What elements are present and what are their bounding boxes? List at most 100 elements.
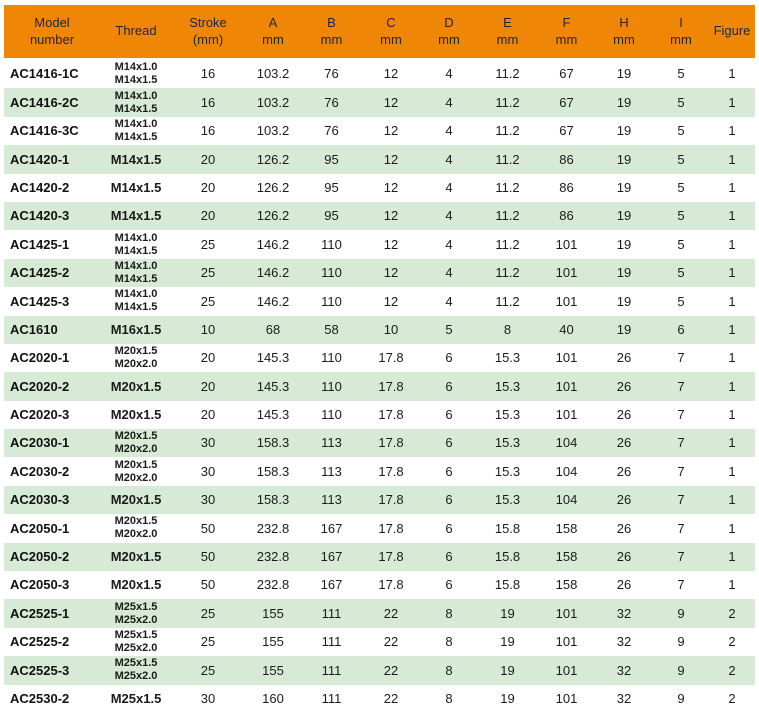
cell-d: 6 <box>421 542 477 572</box>
cell-e: 19 <box>477 627 538 657</box>
cell-b: 110 <box>302 372 361 401</box>
cell-model: AC1425-3 <box>4 287 100 316</box>
cell-thread: M14x1.5 <box>100 145 172 174</box>
cell-f: 101 <box>538 372 595 401</box>
cell-thread: M25x1.5 <box>100 684 172 713</box>
table-row: AC2050-1 M20x1.5 M20x2.0 50 232.8 167 17.8 6 15… <box>4 514 755 543</box>
cell-e: 11.2 <box>477 287 538 316</box>
cell-model: AC1610 <box>4 315 100 344</box>
cell-model: AC2030-2 <box>4 457 100 486</box>
cell-c: 12 <box>361 230 421 259</box>
cell-a: 145.3 <box>244 372 302 401</box>
table-row: AC2050-3 M20x1.5 50 232.8 167 17.8 6 15.8 158 26 7… <box>4 571 755 600</box>
cell-e: 15.3 <box>477 372 538 401</box>
cell-f: 101 <box>538 400 595 430</box>
cell-a: 155 <box>244 656 302 685</box>
cell-c: 17.8 <box>361 429 421 458</box>
cell-i: 7 <box>653 542 709 572</box>
cell-i: 5 <box>653 287 709 316</box>
cell-c: 22 <box>361 684 421 713</box>
cell-f: 86 <box>538 201 595 231</box>
cell-i: 7 <box>653 514 709 543</box>
cell-d: 4 <box>421 201 477 231</box>
cell-figure: 2 <box>709 656 755 685</box>
cell-i: 5 <box>653 201 709 231</box>
cell-a: 146.2 <box>244 230 302 259</box>
cell-d: 8 <box>421 656 477 685</box>
cell-h: 26 <box>595 542 653 572</box>
cell-d: 6 <box>421 343 477 373</box>
cell-i: 5 <box>653 258 709 288</box>
cell-figure: 1 <box>709 258 755 288</box>
cell-f: 158 <box>538 514 595 543</box>
cell-d: 6 <box>421 429 477 458</box>
cell-a: 155 <box>244 599 302 628</box>
cell-stroke: 30 <box>172 457 244 486</box>
column-header-d-mm: D mm <box>421 5 477 60</box>
cell-model: AC2030-1 <box>4 429 100 458</box>
cell-b: 110 <box>302 230 361 259</box>
cell-thread: M14x1.0 M14x1.5 <box>100 230 172 259</box>
spec-table: Model number Thread Stroke (mm) A mm B mm C m… <box>4 5 755 713</box>
cell-a: 158.3 <box>244 457 302 486</box>
cell-thread: M20x1.5 M20x2.0 <box>100 457 172 486</box>
column-header-f-mm: F mm <box>538 5 595 60</box>
cell-figure: 1 <box>709 315 755 344</box>
cell-model: AC2525-1 <box>4 599 100 628</box>
cell-f: 104 <box>538 485 595 515</box>
cell-i: 7 <box>653 372 709 401</box>
cell-figure: 1 <box>709 88 755 117</box>
cell-c: 17.8 <box>361 485 421 515</box>
cell-model: AC2050-3 <box>4 571 100 600</box>
cell-a: 126.2 <box>244 201 302 231</box>
cell-i: 7 <box>653 571 709 600</box>
cell-i: 7 <box>653 400 709 430</box>
cell-e: 11.2 <box>477 116 538 146</box>
cell-i: 5 <box>653 145 709 174</box>
cell-c: 12 <box>361 258 421 288</box>
cell-f: 158 <box>538 542 595 572</box>
cell-e: 15.3 <box>477 485 538 515</box>
cell-stroke: 50 <box>172 542 244 572</box>
cell-c: 12 <box>361 60 421 89</box>
cell-stroke: 50 <box>172 514 244 543</box>
column-header-stroke-mm: Stroke (mm) <box>172 5 244 60</box>
cell-stroke: 50 <box>172 571 244 600</box>
cell-h: 26 <box>595 457 653 486</box>
cell-a: 158.3 <box>244 485 302 515</box>
cell-i: 5 <box>653 60 709 89</box>
spec-table-header: Model number Thread Stroke (mm) A mm B mm C m… <box>4 5 755 60</box>
table-row: AC2530-2 M25x1.5 30 160 111 22 8 19 101 32 9 2 <box>4 684 755 713</box>
cell-model: AC1416-2C <box>4 88 100 117</box>
table-row: AC1416-1C M14x1.0 M14x1.5 16 103.2 76 12 4 11.2… <box>4 60 755 89</box>
cell-d: 6 <box>421 485 477 515</box>
cell-figure: 2 <box>709 627 755 657</box>
cell-f: 101 <box>538 343 595 373</box>
column-header-e-mm: E mm <box>477 5 538 60</box>
table-row: AC2525-1 M25x1.5 M25x2.0 25 155 111 22 8 19 101 3… <box>4 599 755 628</box>
cell-c: 12 <box>361 173 421 202</box>
cell-thread: M20x1.5 <box>100 485 172 515</box>
table-row: AC1420-3 M14x1.5 20 126.2 95 12 4 11.2 86 19 5 1 <box>4 201 755 231</box>
table-row: AC2020-2 M20x1.5 20 145.3 110 17.8 6 15.3 101 26 7… <box>4 372 755 401</box>
cell-thread: M14x1.0 M14x1.5 <box>100 116 172 146</box>
column-header-b-mm: B mm <box>302 5 361 60</box>
cell-figure: 1 <box>709 400 755 430</box>
column-header-model-number: Model number <box>4 5 100 60</box>
column-header-i-mm: I mm <box>653 5 709 60</box>
cell-b: 95 <box>302 173 361 202</box>
cell-a: 160 <box>244 684 302 713</box>
cell-b: 111 <box>302 656 361 685</box>
cell-i: 9 <box>653 599 709 628</box>
cell-model: AC1416-1C <box>4 60 100 89</box>
table-row: AC1416-3C M14x1.0 M14x1.5 16 103.2 76 12 4 11.2… <box>4 116 755 146</box>
cell-e: 11.2 <box>477 60 538 89</box>
cell-i: 5 <box>653 88 709 117</box>
cell-h: 19 <box>595 258 653 288</box>
cell-b: 111 <box>302 627 361 657</box>
cell-h: 19 <box>595 173 653 202</box>
header-row: Model number Thread Stroke (mm) A mm B mm C m… <box>4 5 755 60</box>
cell-a: 103.2 <box>244 88 302 117</box>
column-header-thread: Thread <box>100 5 172 60</box>
cell-c: 17.8 <box>361 514 421 543</box>
